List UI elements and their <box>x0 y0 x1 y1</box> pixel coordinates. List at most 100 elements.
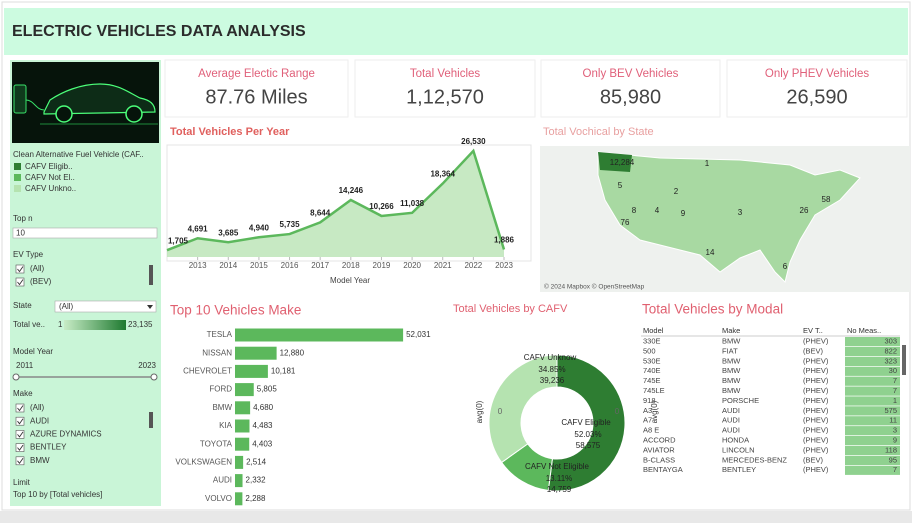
value-cell-bar <box>845 455 900 465</box>
data-label: 4,403 <box>252 439 273 448</box>
value-cell-bar <box>845 337 900 347</box>
data-label: 12,880 <box>280 348 305 357</box>
legend-swatch <box>14 163 21 170</box>
x-tick-label: 2014 <box>219 261 237 270</box>
slice-value: 39,236 <box>540 376 565 385</box>
chart-title: Total Vehicles Per Year <box>170 126 290 138</box>
table-cell: (PHEV) <box>803 435 829 444</box>
table-cell: 575 <box>884 406 897 415</box>
kpi-label: Total Vehicles <box>410 68 481 80</box>
axis-tick: 0 <box>615 407 620 416</box>
check-mark <box>17 444 24 451</box>
color-ramp <box>64 320 126 330</box>
table-cell: 745LE <box>643 386 665 395</box>
range-min: 2011 <box>16 361 34 370</box>
column-header: Model <box>643 326 664 335</box>
table-cell: AUDI <box>722 426 740 435</box>
filter-label: Make <box>13 389 33 398</box>
table-cell: ACCORD <box>643 435 676 444</box>
filter-label: EV Type <box>13 250 44 259</box>
bottom-strip <box>0 511 912 523</box>
value-cell-bar <box>845 376 900 386</box>
data-label: 11,038 <box>400 199 425 208</box>
data-label: 2,332 <box>246 476 267 485</box>
input-value[interactable]: 10 <box>16 229 25 238</box>
value-cell-bar <box>845 465 900 475</box>
filter-option[interactable]: AZURE DYNAMICS <box>30 430 102 439</box>
dropdown[interactable] <box>54 300 157 313</box>
filter-option[interactable]: AUDI <box>30 416 49 425</box>
table-cell: 30 <box>889 366 897 375</box>
table-cell: 323 <box>884 356 897 365</box>
axis-label: avg(0) <box>650 400 659 423</box>
value-cell-bar <box>845 346 900 357</box>
header-band <box>4 8 908 55</box>
map-label: 8 <box>632 206 637 215</box>
page-title: ELECTRIC VEHICLES DATA ANALYSIS <box>12 23 306 40</box>
slice-percent: 13.11% <box>546 474 573 483</box>
table-cell: (PHEV) <box>803 406 829 415</box>
y-tick-label: TOYOTA <box>200 439 233 448</box>
table-cell: PORSCHE <box>722 396 759 405</box>
legend-item: CAFV Unkno.. <box>25 184 76 193</box>
scrollbar <box>149 265 153 285</box>
table-cell: 918 <box>643 396 656 405</box>
map-label: 3 <box>738 208 743 217</box>
input-box <box>12 227 158 239</box>
check-mark <box>17 405 24 412</box>
data-label: 5,735 <box>280 220 301 229</box>
table-cell: 7 <box>893 376 897 385</box>
filter-option[interactable]: (All) <box>30 264 45 273</box>
donut-slice <box>547 354 626 492</box>
data-label: 26,530 <box>461 137 486 146</box>
column-header: EV T.. <box>803 326 823 335</box>
table-cell: 500 <box>643 346 656 355</box>
filter-option[interactable]: BENTLEY <box>30 443 67 452</box>
kpi-card <box>354 59 536 118</box>
check-mark <box>17 279 24 286</box>
data-label: 1,705 <box>168 236 189 245</box>
bar <box>235 328 404 342</box>
dropdown-value: (All) <box>59 302 74 311</box>
slider-handle[interactable] <box>12 373 20 381</box>
table-cell: 7 <box>893 465 897 474</box>
x-tick-label: 2022 <box>464 261 482 270</box>
table-cell: (PHEV) <box>803 366 829 375</box>
bar <box>235 474 243 488</box>
data-label: 5,805 <box>257 385 278 394</box>
bar <box>235 419 250 433</box>
x-tick-label: 2023 <box>495 261 513 270</box>
y-tick-label: VOLKSWAGEN <box>175 458 232 467</box>
bar <box>235 437 250 451</box>
y-tick-label: VOLVO <box>205 494 232 503</box>
y-tick-label: AUDI <box>213 476 232 485</box>
table-cell: 740E <box>643 366 661 375</box>
legend-item: CAFV Eligib.. <box>25 162 73 171</box>
check-mark <box>17 458 24 465</box>
x-tick-label: 2017 <box>311 261 329 270</box>
map-label: 76 <box>621 218 630 227</box>
checkbox <box>15 264 25 274</box>
range-min: 1 <box>58 320 63 329</box>
checkbox <box>15 456 25 466</box>
chart-title: Total Vochical by State <box>543 126 654 138</box>
value-cell-bar <box>845 396 900 406</box>
y-tick-label: FORD <box>209 385 232 394</box>
map-label: 4 <box>655 206 660 215</box>
area <box>167 150 504 257</box>
data-label: 2,288 <box>245 494 266 503</box>
bar <box>235 401 251 415</box>
filter-option[interactable]: (BEV) <box>30 277 52 286</box>
legend-item: CAFV Not El.. <box>25 173 75 182</box>
map-label: 6 <box>783 262 788 271</box>
data-label: 52,031 <box>406 330 431 339</box>
bar <box>235 364 268 378</box>
filter-option[interactable]: (All) <box>30 403 45 412</box>
table-cell: 9 <box>893 435 897 444</box>
checkbox <box>15 277 25 287</box>
filter-option[interactable]: BMW <box>30 456 50 465</box>
slider-handle[interactable] <box>150 373 158 381</box>
data-label: 1,886 <box>494 236 515 245</box>
table-cell: (PHEV) <box>803 356 829 365</box>
data-label: 10,181 <box>271 367 296 376</box>
